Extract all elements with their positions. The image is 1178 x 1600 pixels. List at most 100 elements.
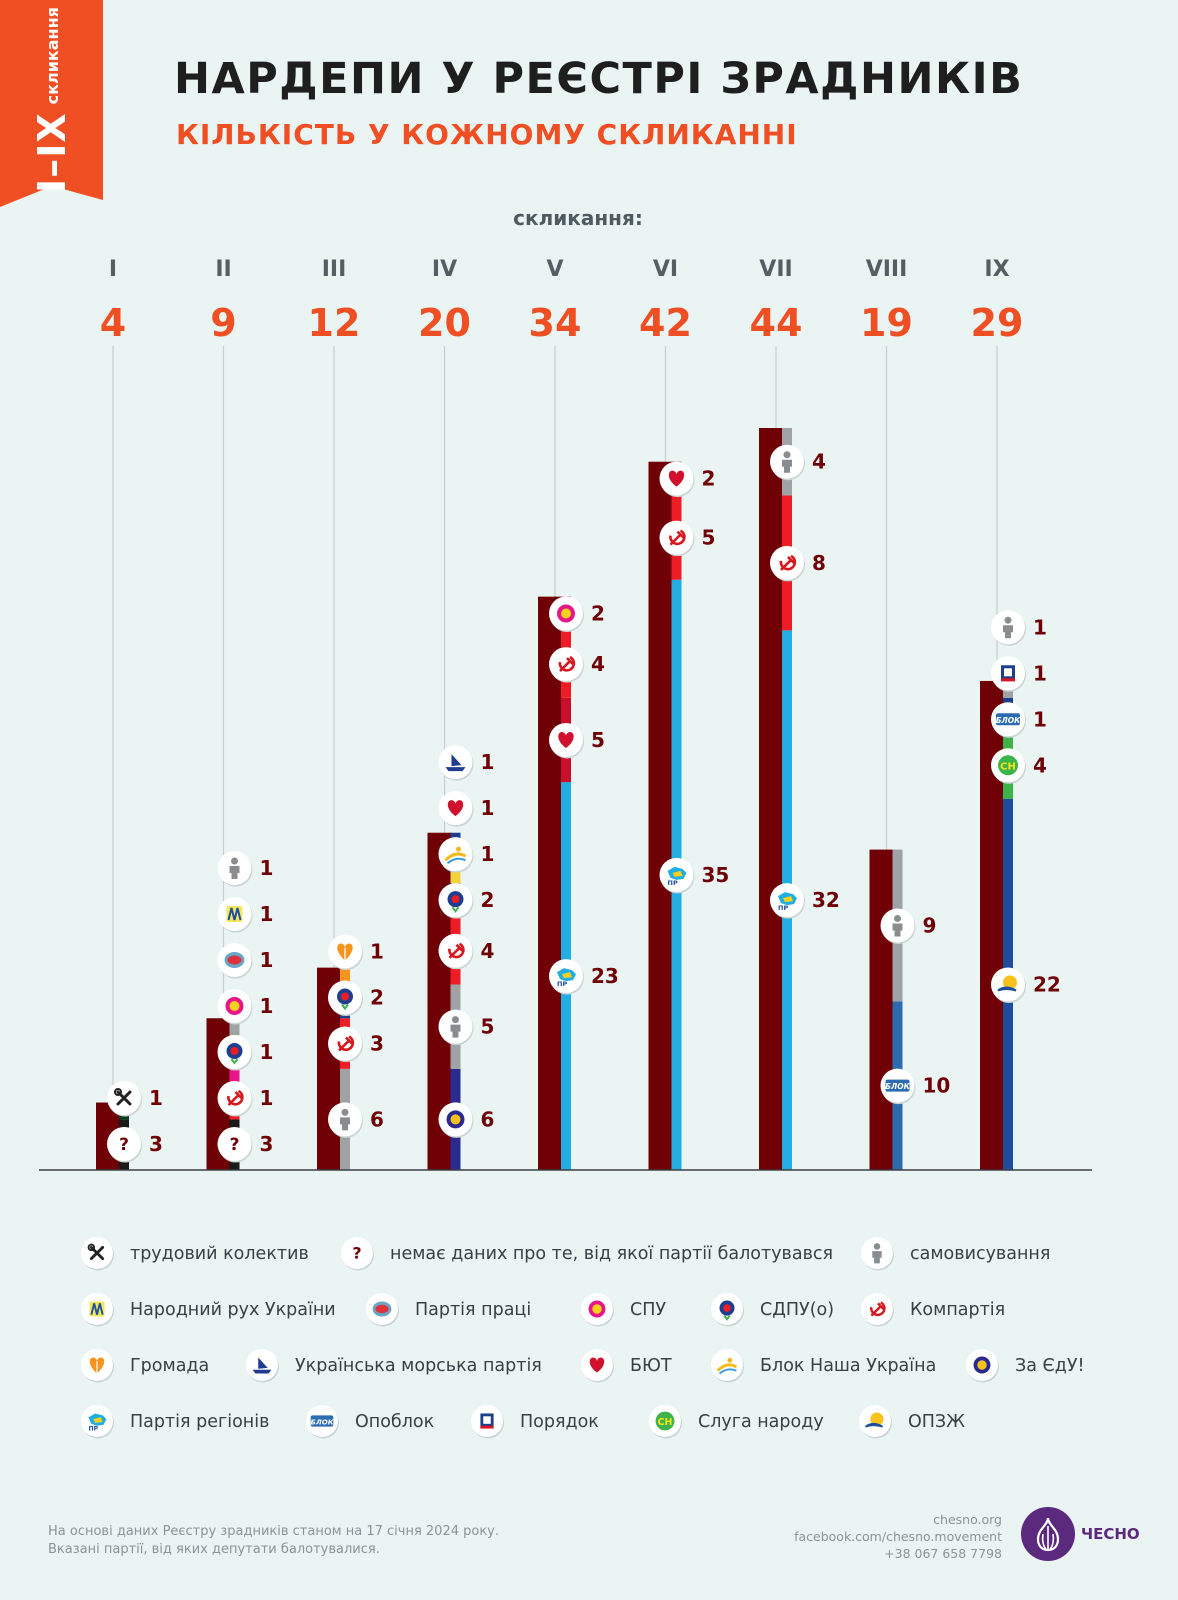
breakdown-value-label: 1 (260, 902, 274, 926)
legend-item: Партія праці (365, 1293, 531, 1327)
breakdown-icon (549, 722, 584, 759)
breakdown-value-label: 6 (370, 1107, 384, 1131)
person-icon (861, 1237, 894, 1271)
legend: трудовий колектив? немає даних про те, ві… (80, 1237, 1140, 1477)
legend-icon-wrapper (366, 1293, 399, 1327)
breakdown-value-label: 8 (812, 551, 826, 575)
legend-icon-wrapper (81, 1293, 114, 1327)
sdpu-icon (711, 1293, 744, 1327)
breakdown-icon (438, 791, 474, 827)
total-value-label: 12 (308, 301, 361, 345)
breakdown-icon (328, 934, 363, 971)
legend-item: За ЄдУ! (965, 1349, 1085, 1383)
legend-label: Порядок (520, 1412, 599, 1432)
total-value-label: 44 (750, 301, 803, 345)
opoblok-icon: БЛОК (306, 1405, 339, 1439)
footer-site-link[interactable]: chesno.org (933, 1512, 1002, 1527)
legend-label: Слуга народу (698, 1412, 824, 1432)
breakdown-icon: ? (217, 1127, 253, 1163)
category-label: IV (432, 257, 457, 282)
breakdown-icon: СН (991, 748, 1026, 784)
breakdown-icon (991, 656, 1026, 692)
breakdown-value-label: 4 (812, 450, 826, 474)
legend-label: Блок Наша Україна (760, 1356, 937, 1376)
breakdown-icon (328, 1102, 363, 1138)
breakdown-value-label: 3 (149, 1132, 163, 1156)
legend-icon-wrapper (81, 1349, 114, 1383)
breakdown-value-label: 4 (481, 939, 495, 963)
footer-note-line2: Вказані партії, від яких депутати балоту… (48, 1542, 380, 1557)
total-value-label: 42 (639, 301, 692, 345)
brand-name: ЧЕСНО (1081, 1525, 1140, 1543)
legend-label: Українська морська партія (295, 1356, 542, 1376)
breakdown-icon (438, 837, 474, 873)
breakdown-value-label: 1 (1033, 661, 1047, 685)
breakdown-value-label: 1 (260, 994, 274, 1018)
breakdown-value-label: 2 (370, 986, 384, 1010)
legend-icon-wrapper (711, 1349, 744, 1383)
breakdown-icon (438, 745, 474, 781)
breakdown-icon (438, 1009, 474, 1046)
breakdown-value-label: 2 (702, 467, 716, 491)
breakdown-icon (438, 933, 474, 970)
svg-text:ПР: ПР (557, 980, 567, 988)
breakdown-value-label: 9 (923, 913, 937, 937)
breakdown-value-label: 1 (1033, 707, 1047, 731)
legend-icon-wrapper (81, 1237, 114, 1271)
footer-phone: +38 067 658 7798 (884, 1546, 1002, 1561)
breakdown-icon: ПР (659, 857, 695, 894)
svg-text:ПР: ПР (668, 879, 678, 887)
legend-item: Порядок (470, 1405, 599, 1439)
legend-item: СДПУ(о) (710, 1293, 834, 1327)
party-of-regions-icon: ПР (81, 1405, 114, 1439)
breakdown-value-label: 1 (370, 940, 384, 964)
breakdown-icon: ПР (549, 959, 584, 995)
breakdown-segment (450, 866, 461, 884)
breakdown-icon (217, 851, 253, 887)
breakdown-value-label: 1 (149, 1086, 163, 1110)
footer-note: На основі даних Реєстру зрадників станом… (48, 1523, 499, 1559)
breakdown-value-label: 3 (260, 1132, 274, 1156)
svg-text:?: ? (230, 1135, 240, 1155)
breakdown-value-label: 5 (481, 1015, 495, 1039)
hammer-sickle-icon (861, 1293, 894, 1327)
legend-item: Компартія (860, 1293, 1005, 1327)
breakdown-icon (880, 908, 916, 944)
legend-item: СПУ (580, 1293, 666, 1327)
breakdown-icon (107, 1081, 142, 1117)
legend-icon-wrapper (581, 1349, 614, 1383)
footer-note-line1: На основі даних Реєстру зрадників станом… (48, 1524, 500, 1539)
svg-text:БЛОК: БЛОК (885, 1082, 910, 1091)
breakdown-icon (217, 897, 253, 933)
total-bar (759, 428, 783, 1170)
breakdown-icon (217, 989, 253, 1025)
legend-item: ПР Партія регіонів (80, 1405, 269, 1439)
breakdown-icon (217, 943, 253, 979)
breakdown-icon: БЛОК (991, 702, 1026, 738)
breakdown-value-label: 5 (591, 728, 605, 752)
breakdown-icon (217, 1081, 253, 1117)
legend-icon-wrapper (859, 1405, 892, 1439)
legend-icon-wrapper: БЛОК (306, 1405, 339, 1439)
svg-text:БЛОК: БЛОК (311, 1417, 335, 1426)
legend-icon-wrapper (581, 1293, 614, 1327)
total-bar (538, 596, 562, 1170)
breakdown-icon (217, 1035, 253, 1071)
breakdown-segment (229, 1068, 240, 1086)
breakdown-value-label: 10 (923, 1074, 951, 1098)
svg-text:СН: СН (658, 1417, 673, 1428)
total-bar (648, 461, 673, 1170)
category-label: VI (653, 257, 678, 282)
footer-facebook-link[interactable]: facebook.com/chesno.movement (794, 1529, 1002, 1544)
breakdown-icon (549, 647, 584, 683)
breakdown-icon: БЛОК (880, 1068, 916, 1105)
total-value-label: 19 (860, 301, 913, 345)
x-axis-label: скликання: (513, 206, 643, 230)
legend-icon-wrapper: ПР (81, 1405, 114, 1439)
breakdown-icon (770, 444, 805, 481)
breakdown-value-label: 1 (260, 948, 274, 972)
breakdown-value-label: 32 (812, 888, 840, 912)
breakdown-value-label: 3 (370, 1032, 384, 1056)
breakdown-value-label: 22 (1033, 973, 1061, 997)
legend-icon-wrapper (711, 1293, 744, 1327)
